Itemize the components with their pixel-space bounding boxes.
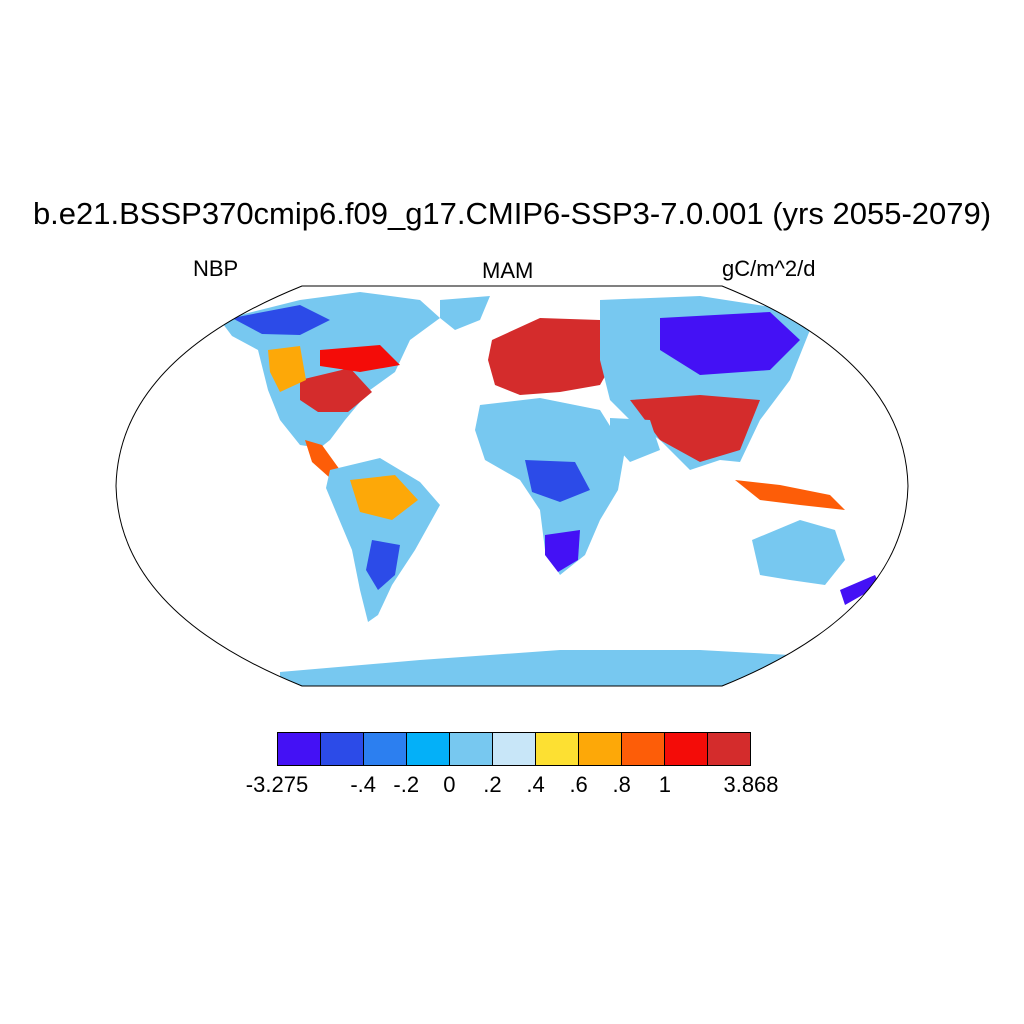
colorbar-box (665, 733, 708, 765)
na-canada-positive (320, 345, 400, 372)
sa-south-negative (366, 540, 400, 590)
europe (488, 318, 620, 395)
colorbar-tick-label: .2 (483, 772, 502, 797)
africa-south-negative (545, 530, 580, 572)
colorbar-tick-label: .8 (612, 772, 631, 797)
na-boreal-negative (232, 305, 330, 335)
na-east-positive (300, 368, 372, 412)
colorbar-box (622, 733, 665, 765)
colorbar-tick-label: -.2 (393, 772, 420, 797)
season-label: MAM (482, 258, 534, 283)
colorbar-tick-label: 1 (658, 772, 671, 797)
new-zealand (840, 575, 880, 605)
africa-tropical-negative (525, 460, 590, 502)
greenland (440, 296, 490, 330)
colorbar-tick-label: .4 (526, 772, 545, 797)
colorbar-tick-label: -3.275 (245, 772, 309, 797)
antarctica (280, 650, 790, 686)
na-west-mixed (268, 346, 306, 392)
units-label: gC/m^2/d (722, 256, 816, 281)
indonesia (735, 480, 845, 510)
colorbar-tick-label: -.4 (350, 772, 377, 797)
colorbar-tick-labels: -3.275 -.4 -.2 0 .2 .4 .6 .8 1 3.868 (0, 772, 1024, 802)
colorbar-tick-label: 3.868 (723, 772, 779, 797)
colorbar-box (278, 733, 321, 765)
colorbar-tick-label: .6 (569, 772, 588, 797)
colorbar-tick-label: 0 (443, 772, 456, 797)
central-america (305, 440, 340, 478)
colorbar-box (536, 733, 579, 765)
colorbar (277, 732, 751, 766)
colorbar-box (493, 733, 536, 765)
colorbar-box (708, 733, 750, 765)
siberia-negative (660, 312, 800, 375)
colorbar-box (364, 733, 407, 765)
colorbar-box (579, 733, 622, 765)
australia (752, 520, 845, 585)
map-frame (115, 285, 909, 687)
colorbar-box (407, 733, 450, 765)
colorbar-box (450, 733, 493, 765)
plot-title: b.e21.BSSP370cmip6.f09_g17.CMIP6-SSP3-7.… (32, 196, 992, 231)
variable-label: NBP (193, 256, 239, 281)
asia-south-positive (630, 395, 760, 462)
sa-amazon-positive (350, 475, 418, 520)
colorbar-box (321, 733, 364, 765)
arabia (610, 418, 660, 462)
